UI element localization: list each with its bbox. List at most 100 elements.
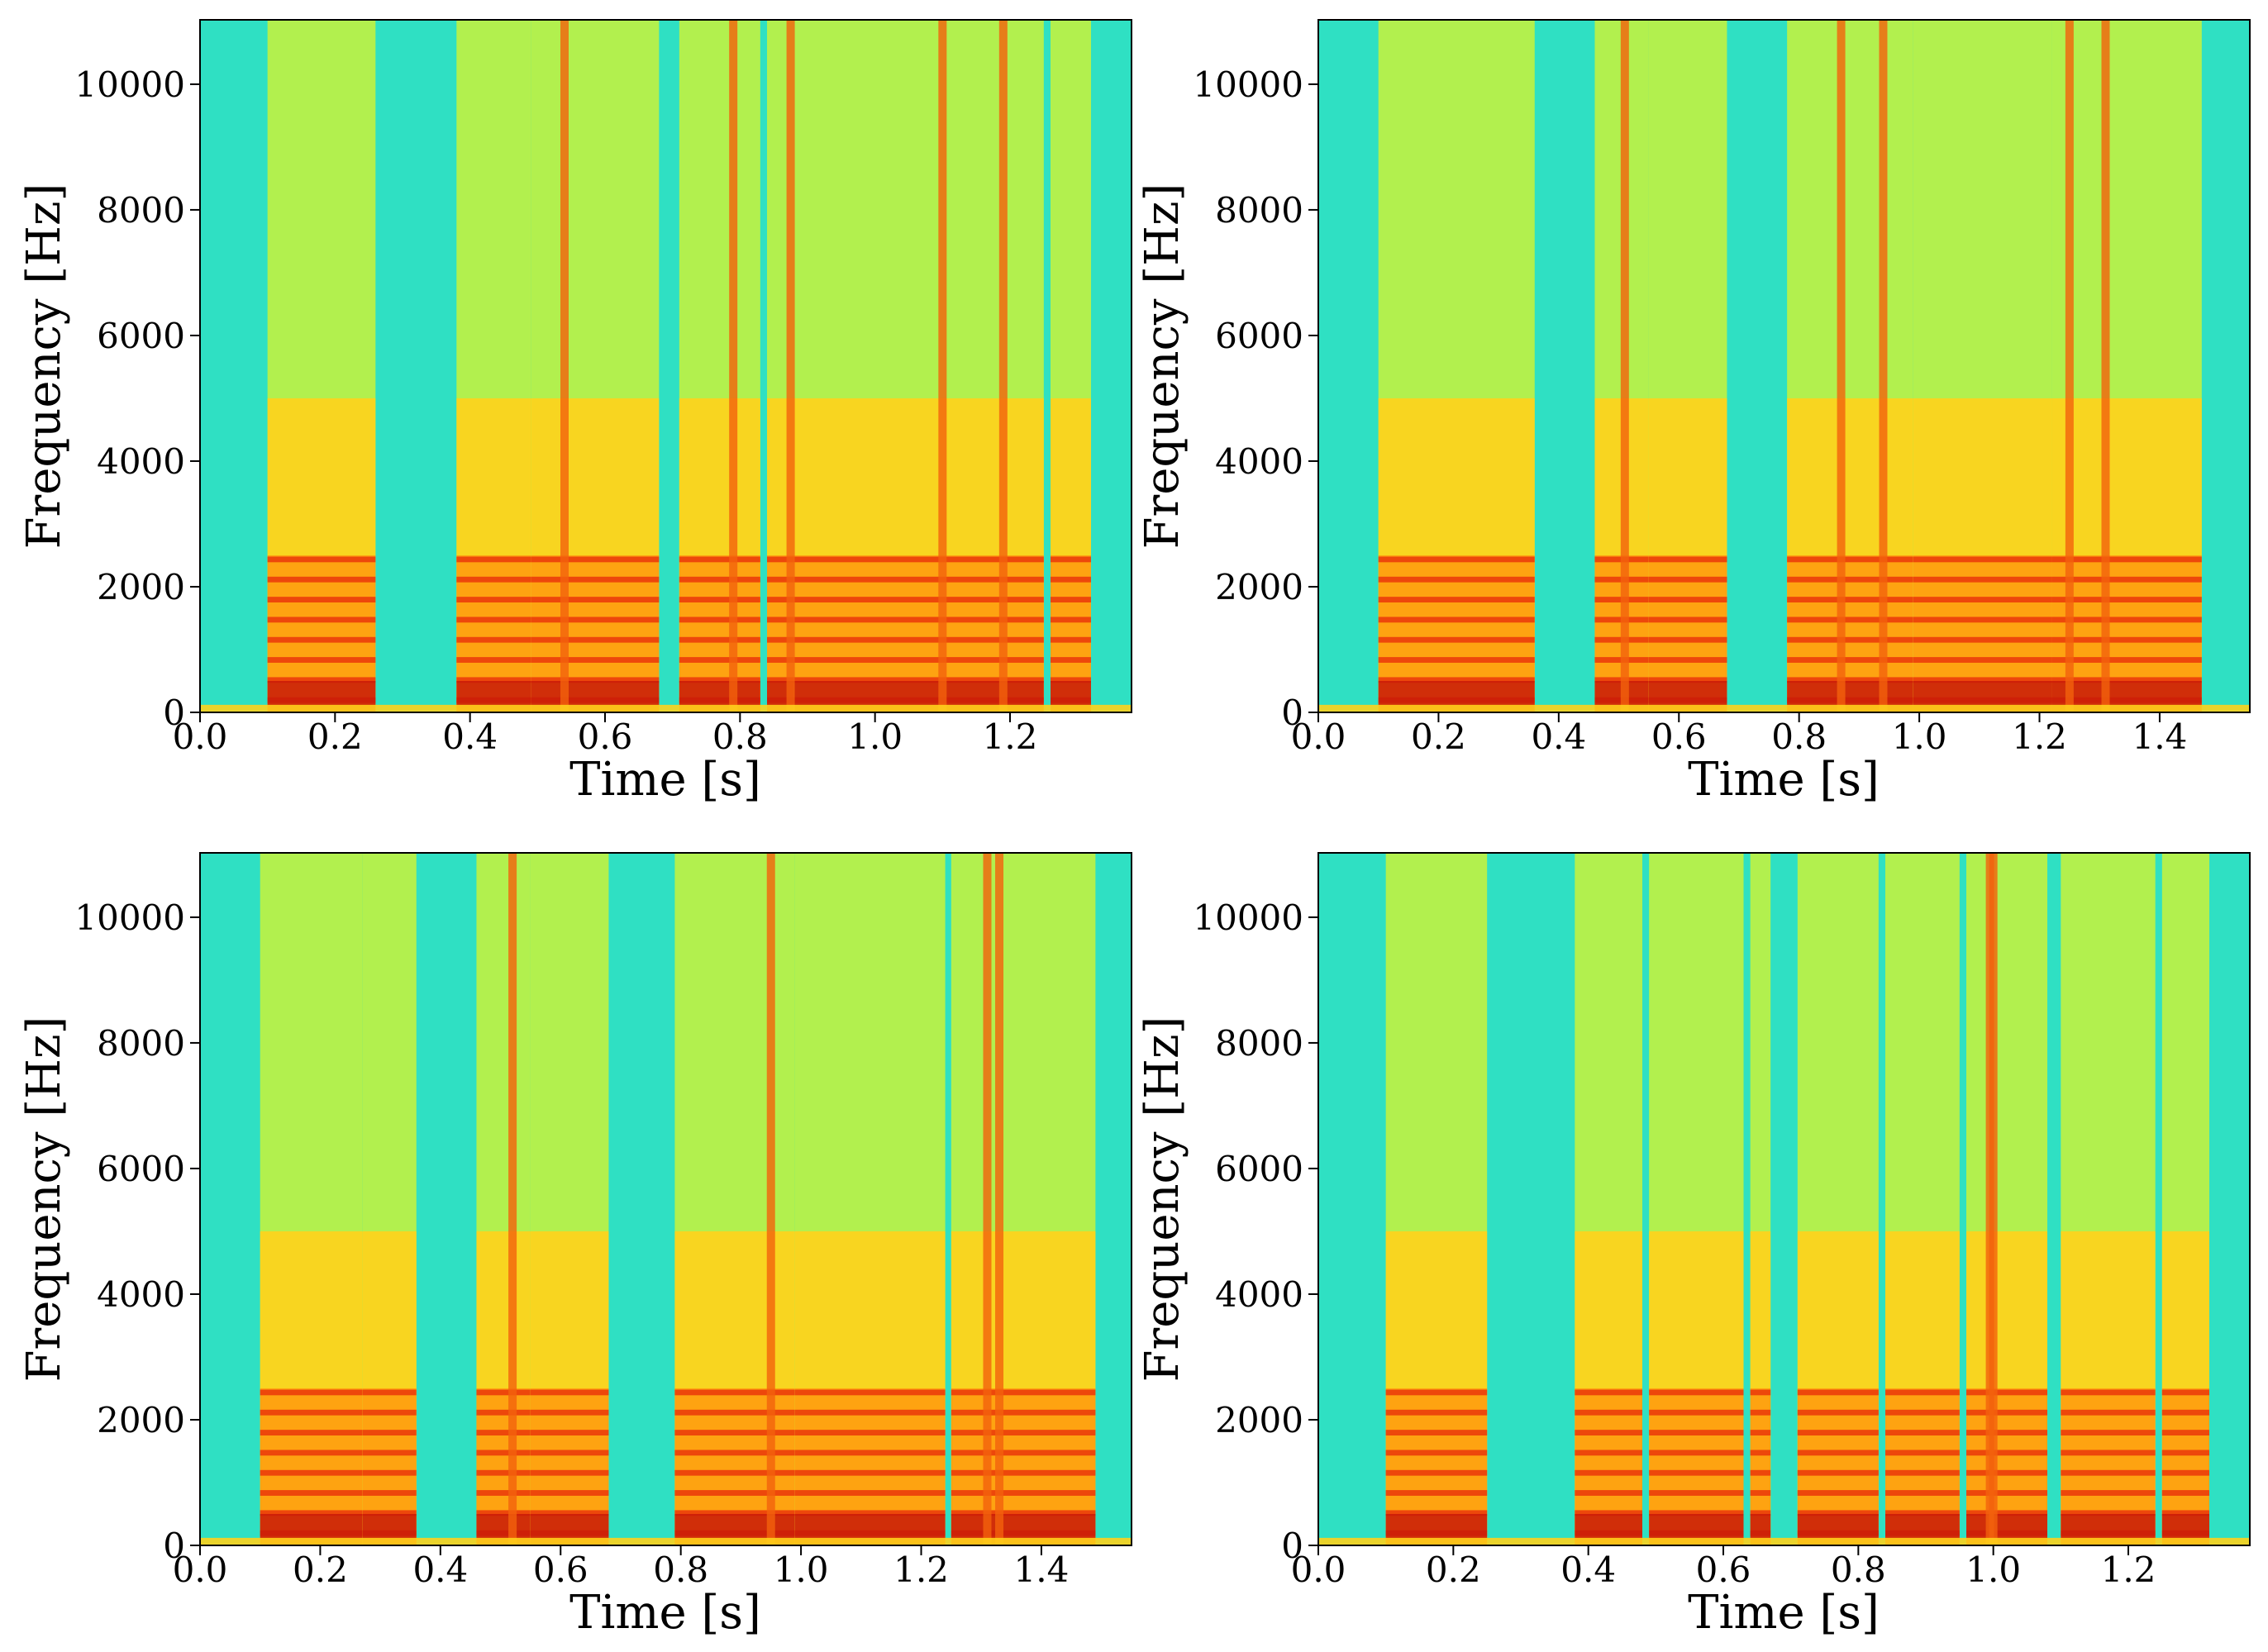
harmonic-stripe xyxy=(1797,1430,1879,1435)
harmonic-stripe xyxy=(1648,597,1727,602)
x-tick-label: 1.2 xyxy=(893,1550,949,1590)
harmonic-stripe xyxy=(679,597,760,602)
y-tick-label: 2000 xyxy=(97,567,185,607)
x-tick-label: 0.0 xyxy=(1291,1550,1346,1590)
harmonic-stripe xyxy=(794,1409,946,1416)
y-tick-label: 6000 xyxy=(1215,316,1303,356)
speech-segment xyxy=(531,20,626,712)
harmonic-stripe xyxy=(1966,1409,2047,1416)
harmonic-stripe xyxy=(1575,1389,1642,1396)
harmonic-stripe xyxy=(1750,1490,1771,1496)
harmonic-stripe xyxy=(267,556,376,563)
harmonic-stripe xyxy=(1787,597,1913,602)
speech-segments xyxy=(200,20,1132,712)
x-tick-label: 0.0 xyxy=(1291,717,1346,757)
harmonic-stripe xyxy=(362,1409,417,1416)
transient-band xyxy=(1879,20,1888,712)
harmonic-stripe xyxy=(1051,617,1091,623)
harmonic-stripe xyxy=(794,1430,946,1435)
harmonic-stripe xyxy=(679,636,760,643)
x-tick-label: 1.4 xyxy=(1014,1550,1070,1590)
harmonic-stripe xyxy=(1385,1430,1488,1435)
harmonic-stripe xyxy=(1885,1389,1960,1396)
harmonic-stripe xyxy=(531,657,626,663)
harmonic-stripe xyxy=(1648,657,1727,663)
x-axis-ticks: 0.0 0.2 0.4 0.6 0.8 1.0 1.2 1.4 xyxy=(1291,712,2187,757)
y-axis-label: Frequency [Hz] xyxy=(17,1016,71,1383)
harmonic-stripe xyxy=(1385,1389,1488,1396)
harmonic-stripe xyxy=(929,556,1044,563)
harmonic-stripe xyxy=(929,636,1044,643)
harmonic-stripe xyxy=(1648,617,1727,623)
harmonic-stripe xyxy=(456,657,531,663)
harmonic-stripe xyxy=(1649,1389,1744,1396)
harmonic-stripe xyxy=(929,597,1044,602)
harmonic-stripe xyxy=(456,597,531,602)
harmonic-stripe xyxy=(848,657,929,663)
harmonic-stripe xyxy=(929,617,1044,623)
speech-segment xyxy=(1575,853,1642,1545)
low-frequency-floor xyxy=(1318,704,2250,712)
y-axis-label: Frequency [Hz] xyxy=(1136,183,1189,550)
harmonic-stripe xyxy=(456,576,531,583)
transient-band xyxy=(560,20,569,712)
speech-segment xyxy=(530,853,609,1545)
y-axis-label: Frequency [Hz] xyxy=(1136,1016,1189,1383)
harmonic-stripe xyxy=(848,556,929,563)
harmonic-stripe xyxy=(1648,677,1727,683)
harmonic-stripe xyxy=(794,1510,946,1516)
harmonic-stripe xyxy=(1787,576,1913,583)
x-tick-label: 1.0 xyxy=(1892,717,1947,757)
harmonic-stripe xyxy=(674,1490,795,1496)
harmonic-stripe xyxy=(767,636,794,643)
harmonic-stripe xyxy=(2051,576,2202,583)
plot-area xyxy=(199,852,1132,1546)
speech-segment xyxy=(1378,20,1535,712)
harmonic-stripe xyxy=(767,657,794,663)
harmonic-stripe xyxy=(267,636,376,643)
transient-band xyxy=(2065,20,2074,712)
y-tick-label: 10000 xyxy=(1193,64,1303,105)
harmonic-stripe xyxy=(530,1430,609,1435)
harmonic-stripe xyxy=(260,1510,363,1516)
harmonic-stripe xyxy=(476,1510,531,1516)
y-axis-ticks: 0 2000 4000 6000 8000 10000 xyxy=(74,897,200,1566)
speech-segment xyxy=(1649,853,1744,1545)
harmonic-stripe xyxy=(1913,617,2052,623)
speech-segment xyxy=(625,20,660,712)
x-tick-label: 0.6 xyxy=(1696,1550,1751,1590)
transient-band xyxy=(786,20,795,712)
low-frequency-floor xyxy=(200,704,1132,712)
harmonic-stripe xyxy=(2051,556,2202,563)
plot-area xyxy=(1317,19,2251,713)
transient-band xyxy=(1989,853,1998,1545)
x-tick-label: 0.4 xyxy=(1531,717,1586,757)
harmonic-stripe xyxy=(625,617,660,623)
harmonic-stripe xyxy=(1966,1389,2047,1396)
speech-segment xyxy=(679,20,760,712)
x-tick-label: 0.6 xyxy=(533,1550,588,1590)
transient-band xyxy=(508,853,517,1545)
harmonic-stripe xyxy=(1797,1409,1879,1416)
harmonic-stripe xyxy=(530,1450,609,1456)
harmonic-stripe xyxy=(848,617,929,623)
harmonic-stripe xyxy=(1051,576,1091,583)
x-tick-label: 0.6 xyxy=(578,717,633,757)
transient-band xyxy=(995,853,1004,1545)
harmonic-stripe xyxy=(1966,1450,2047,1456)
harmonic-stripe xyxy=(951,1409,1096,1416)
harmonic-stripe xyxy=(2161,1430,2209,1435)
harmonic-stripe xyxy=(793,636,848,643)
x-tick-label: 0.2 xyxy=(1426,1550,1481,1590)
x-tick-label: 0.4 xyxy=(1560,1550,1616,1590)
harmonic-stripe xyxy=(1051,657,1091,663)
speech-segment xyxy=(362,853,417,1545)
harmonic-stripe xyxy=(1648,636,1727,643)
harmonic-stripe xyxy=(674,1430,795,1435)
harmonic-stripe xyxy=(1385,1490,1488,1496)
x-tick-label: 0.2 xyxy=(307,717,363,757)
speech-segment xyxy=(476,853,531,1545)
x-tick-label: 1.0 xyxy=(1965,1550,2021,1590)
harmonic-stripe xyxy=(1649,1430,1744,1435)
harmonic-stripe xyxy=(679,657,760,663)
